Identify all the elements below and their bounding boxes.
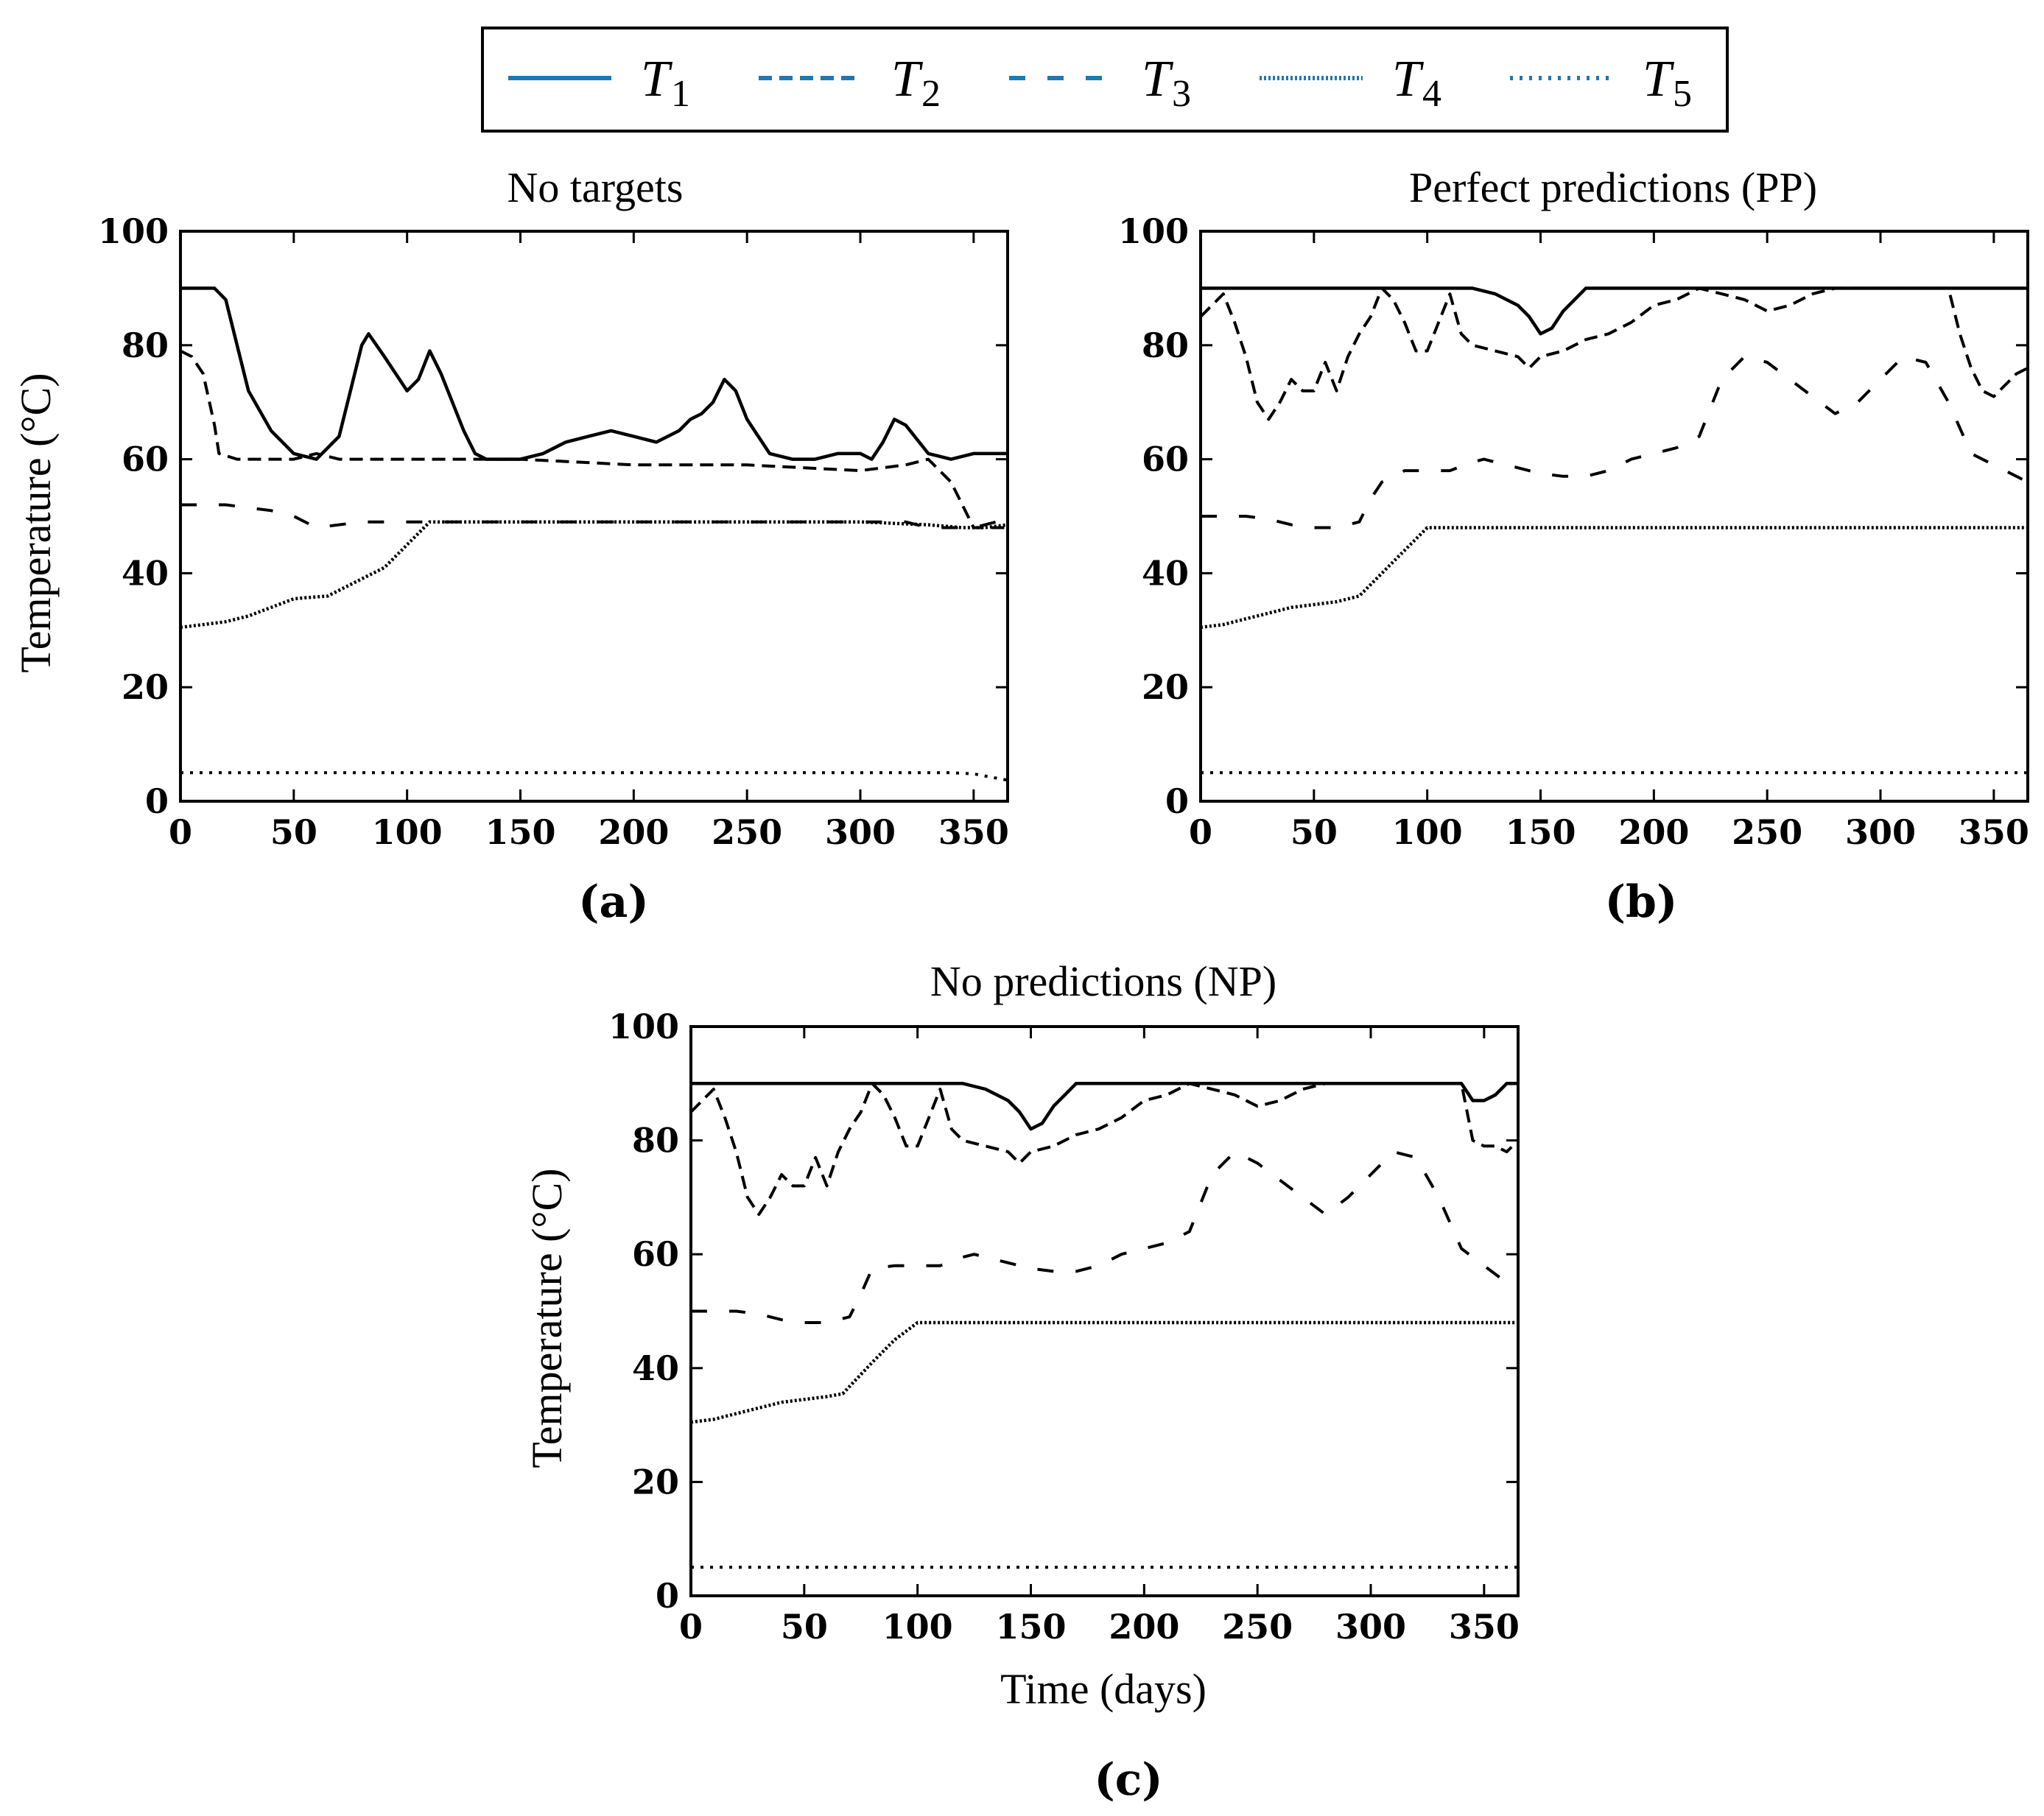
panel-b-xtick-label: 300 (1845, 812, 1916, 852)
legend: T1 T2 T3 T4 T5 (481, 27, 1729, 133)
panel-b: Perfect predictions (PP) 0 50 100 150 200 250… (1118, 163, 2029, 928)
panel-c-ytick-label: 40 (632, 1348, 679, 1388)
panel-b-ytick-label: 0 (1165, 781, 1189, 821)
panel-a-xtick-label: 200 (598, 812, 669, 852)
panel-c-xtick-label: 150 (995, 1607, 1066, 1647)
panel-c-xtick-label: 300 (1335, 1607, 1406, 1647)
panel-b-xtick-label: 150 (1505, 812, 1576, 852)
legend-label-t1: T1 (641, 51, 690, 115)
legend-label-t5: T5 (1643, 51, 1692, 115)
panel-b-xtick-label: 100 (1392, 812, 1463, 852)
panel-b-xtick-label: 50 (1290, 812, 1338, 852)
panel-b-xtick-label: 350 (1959, 812, 2029, 852)
panel-b-series-t3 (1201, 355, 2029, 529)
panel-a-xtick-label: 100 (372, 812, 443, 852)
panel-a-xtick-label: 150 (485, 812, 555, 852)
panel-a-label: (a) (578, 876, 649, 928)
panel-c-xtick-label: 100 (882, 1607, 953, 1647)
panel-c-series-t4 (690, 1320, 1518, 1424)
panel-a-ytick-label: 60 (122, 440, 169, 479)
panel-b-ytick-label: 40 (1142, 553, 1189, 593)
panel-a: No targets 0 50 100 150 200 250 300 350 0 20 40 60 8… (12, 163, 1009, 928)
panel-a-ylabel: Temperature (°C) (12, 373, 60, 672)
panel-c-ytick-label: 0 (656, 1576, 679, 1616)
panel-b-title: Perfect predictions (PP) (1409, 163, 1817, 211)
legend-label-t3: T3 (1142, 51, 1191, 115)
panel-b-xtick-label: 200 (1618, 812, 1689, 852)
panel-c-label: (c) (1094, 1754, 1162, 1806)
panel-a-ytick-label: 100 (98, 211, 169, 251)
legend-label-t2: T2 (891, 51, 941, 115)
panel-c-title: No predictions (NP) (930, 957, 1276, 1005)
panel-a-series-t4 (180, 520, 1008, 630)
panel-a-xtick-label: 0 (169, 812, 192, 852)
panel-b-series-t1 (1201, 286, 2028, 336)
panel-c-xlabel: Time (days) (1000, 1665, 1207, 1713)
panel-a-ytick-label: 20 (122, 667, 169, 707)
panel-a-series-t3 (180, 503, 1008, 529)
panel-c-xtick-label: 0 (679, 1607, 703, 1647)
panel-a-ytick-label: 0 (145, 781, 169, 821)
panel-b-ytick-label: 20 (1142, 667, 1189, 707)
panel-b-series-t4 (1200, 526, 2028, 630)
panel-a-series-t5 (180, 771, 1008, 782)
panel-c-ytick-label: 20 (632, 1462, 679, 1502)
panel-b-ytick-label: 100 (1118, 211, 1189, 251)
panel-a-xtick-label: 300 (825, 812, 896, 852)
panel-c: No predictions (NP) 0 50 100 150 200 250 300 35… (523, 957, 1520, 1806)
legend-label-t4: T4 (1392, 51, 1441, 115)
panel-a-title: No targets (508, 163, 684, 211)
panel-a-xtick-label: 350 (938, 812, 1009, 852)
panel-c-ytick-label: 80 (632, 1121, 679, 1161)
panel-b-ytick-label: 60 (1142, 440, 1189, 479)
panel-a-ytick-label: 40 (122, 553, 169, 593)
panel-c-ylabel: Temperature (°C) (523, 1168, 571, 1468)
panel-c-series-t2 (689, 1082, 1520, 1217)
panel-a-series-t1 (180, 286, 1008, 461)
panel-b-label: (b) (1605, 876, 1678, 928)
panel-a-xtick-label: 250 (712, 812, 782, 852)
panel-c-xtick-label: 200 (1109, 1607, 1179, 1647)
panel-c-xtick-label: 50 (781, 1607, 828, 1647)
panel-c-ytick-label: 60 (632, 1234, 679, 1274)
panel-b-xtick-label: 250 (1732, 812, 1802, 852)
panel-b-ytick-label: 80 (1142, 325, 1189, 365)
panel-c-ytick-label: 100 (608, 1007, 679, 1046)
panel-a-axes-frame (179, 230, 1009, 803)
panel-c-xtick-label: 350 (1449, 1607, 1520, 1647)
panel-c-xtick-label: 250 (1222, 1607, 1293, 1647)
panel-c-series-t3 (691, 1150, 1518, 1324)
panel-b-axes-frame (1199, 230, 2029, 803)
panel-c-axes-frame (689, 1025, 1520, 1597)
panel-a-xtick-label: 50 (270, 812, 317, 852)
panel-b-xtick-label: 0 (1189, 812, 1212, 852)
panel-a-ytick-label: 80 (122, 325, 169, 365)
panel-b-series-t2 (1199, 286, 2029, 421)
panel-c-series-t1 (691, 1082, 1518, 1131)
